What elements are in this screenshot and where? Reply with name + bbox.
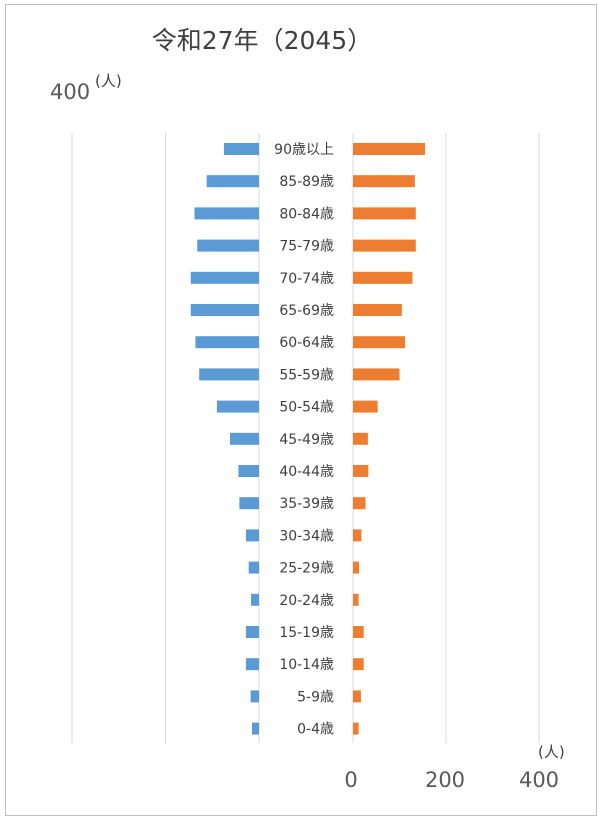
category-label: 55-59歳 (279, 367, 334, 383)
category-label: 85-89歳 (279, 174, 334, 190)
category-label: 65-69歳 (279, 303, 334, 319)
category-label: 5-9歳 (297, 689, 334, 705)
category-label: 90歳以上 (274, 142, 334, 158)
category-labels: 90歳以上 85-89歳 80-84歳 75-79歳 70-74歳 65-69歳 60-64… (274, 142, 334, 738)
right-bar (353, 626, 364, 638)
category-label: 50-54歳 (279, 400, 334, 416)
left-bar (239, 497, 259, 510)
category-label: 15-19歳 (279, 625, 334, 641)
right-bar (353, 497, 366, 510)
left-bar (190, 304, 259, 316)
right-bar (353, 690, 361, 703)
category-label: 10-14歳 (279, 657, 334, 673)
left-bar (195, 336, 259, 349)
left-bar (230, 432, 259, 445)
left-bar (194, 207, 259, 220)
right-bar (353, 593, 359, 606)
left-bar (251, 722, 259, 735)
category-label: 60-64歳 (279, 335, 334, 351)
left-bar (216, 400, 259, 413)
right-bar (353, 143, 426, 155)
category-label: 70-74歳 (279, 271, 334, 287)
right-axis-tick-label: 400 (519, 768, 559, 792)
right-bar (353, 465, 369, 477)
left-axis-tick-label: 400 (50, 80, 90, 104)
right-series-bars (353, 143, 426, 735)
left-bar (248, 561, 259, 574)
category-label: 25-29歳 (279, 561, 334, 577)
right-axis-tick-label: 0 (344, 768, 357, 792)
right-bar (353, 432, 368, 445)
category-label: 20-24歳 (279, 593, 334, 609)
category-label: 80-84歳 (279, 206, 334, 222)
category-label: 40-44歳 (279, 464, 334, 480)
right-bar (353, 336, 406, 349)
category-label: 30-34歳 (279, 528, 334, 544)
chart-area (5, 4, 597, 816)
category-label: 45-49歳 (279, 432, 334, 448)
left-bar (238, 465, 259, 477)
category-label: 35-39歳 (279, 496, 334, 512)
right-bar (353, 175, 415, 188)
right-bar (353, 529, 362, 542)
category-label: 0-4歳 (297, 722, 334, 738)
right-axis-unit-label: (人) (538, 743, 565, 761)
left-bar (206, 175, 259, 188)
left-bar (199, 368, 259, 381)
left-bar (190, 271, 259, 284)
left-bar (245, 529, 259, 542)
left-axis-unit-label: (人) (95, 72, 122, 90)
right-bar (353, 304, 402, 316)
left-bar (223, 143, 259, 155)
right-bar (353, 722, 359, 735)
right-bar (353, 239, 416, 252)
right-bar (353, 207, 416, 220)
left-bar (245, 658, 259, 671)
right-bar (353, 400, 378, 413)
right-bar (353, 561, 360, 574)
left-bar (250, 690, 259, 703)
chart-title: 令和27年（2045） (152, 26, 372, 55)
left-series-bars (190, 143, 259, 735)
left-bar (251, 593, 259, 606)
right-bar (353, 368, 400, 381)
left-bar (245, 626, 259, 638)
right-bar (353, 271, 413, 284)
gridlines (71, 133, 540, 743)
right-axis-tick-label: 200 (425, 768, 465, 792)
right-bar (353, 658, 364, 671)
category-label: 75-79歳 (279, 239, 334, 255)
left-bar (197, 239, 259, 252)
